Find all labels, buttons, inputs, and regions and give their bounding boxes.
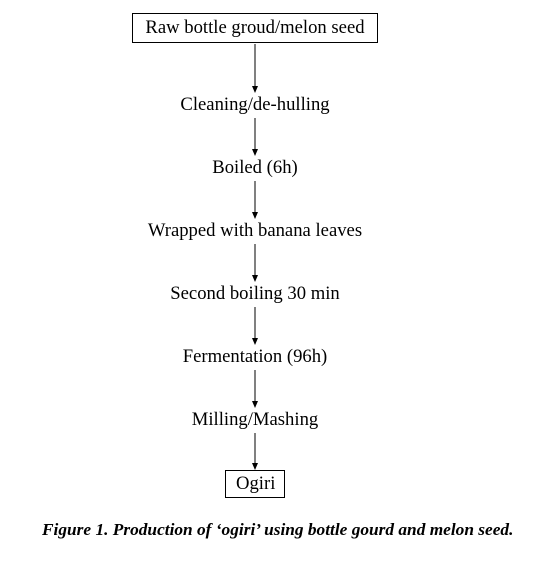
flowchart-canvas: Raw bottle groud/melon seed Cleaning/de-h… bbox=[0, 0, 550, 566]
flow-node-label: Second boiling 30 min bbox=[170, 283, 339, 304]
flow-node-label: Raw bottle groud/melon seed bbox=[145, 17, 364, 38]
flow-node-raw: Raw bottle groud/melon seed bbox=[132, 13, 378, 43]
flow-node-label: Ogiri bbox=[236, 473, 275, 494]
caption-prefix: Figure 1. bbox=[42, 520, 108, 539]
flow-node-label: Milling/Mashing bbox=[192, 409, 318, 430]
flow-node-label: Boiled (6h) bbox=[212, 157, 298, 178]
flow-node-label: Wrapped with banana leaves bbox=[148, 220, 362, 241]
flow-node-mill: Milling/Mashing bbox=[180, 408, 330, 432]
flow-node-boil1: Boiled (6h) bbox=[200, 156, 310, 180]
flow-node-ogiri: Ogiri bbox=[225, 470, 285, 498]
flow-node-label: Cleaning/de-hulling bbox=[180, 94, 329, 115]
figure-caption: Figure 1. Production of ‘ogiri’ using bo… bbox=[42, 520, 513, 540]
flow-node-ferm: Fermentation (96h) bbox=[170, 345, 340, 369]
caption-text: Production of ‘ogiri’ using bottle gourd… bbox=[108, 520, 513, 539]
flow-node-clean: Cleaning/de-hulling bbox=[165, 93, 345, 117]
flow-node-boil2: Second boiling 30 min bbox=[155, 282, 355, 306]
flow-node-wrap: Wrapped with banana leaves bbox=[135, 219, 375, 243]
flow-node-label: Fermentation (96h) bbox=[183, 346, 328, 367]
